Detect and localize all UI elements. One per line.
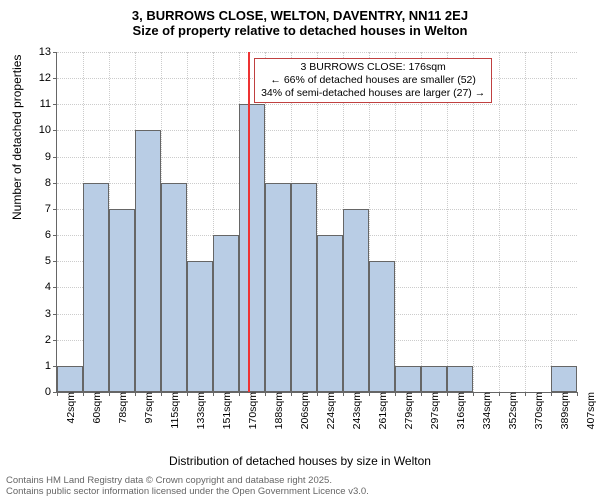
x-tick-label: 170sqm (243, 392, 259, 429)
histogram-bar (109, 209, 135, 392)
x-tick-mark (525, 392, 526, 396)
chart-container: 3, BURROWS CLOSE, WELTON, DAVENTRY, NN11… (0, 0, 600, 500)
histogram-bar (369, 261, 395, 392)
histogram-bar (317, 235, 343, 392)
x-tick-mark (213, 392, 214, 396)
histogram-bar (57, 366, 83, 392)
x-tick-label: 97sqm (139, 392, 155, 424)
y-tick-label: 11 (23, 98, 57, 110)
x-tick-mark (421, 392, 422, 396)
x-tick-label: 224sqm (321, 392, 337, 429)
x-tick-label: 243sqm (347, 392, 363, 429)
x-tick-mark (473, 392, 474, 396)
x-tick-mark (395, 392, 396, 396)
y-tick-label: 12 (23, 72, 57, 84)
x-tick-mark (291, 392, 292, 396)
x-tick-mark (187, 392, 188, 396)
histogram-bar (551, 366, 577, 392)
x-tick-label: 60sqm (87, 392, 103, 424)
property-marker-line (248, 52, 250, 392)
y-axis-label: Number of detached properties (10, 55, 24, 220)
y-tick-label: 3 (23, 308, 57, 320)
y-tick-label: 9 (23, 151, 57, 163)
histogram-bar (239, 104, 265, 392)
chart-title-sub: Size of property relative to detached ho… (0, 23, 600, 42)
annotation-line3: 34% of semi-detached houses are larger (… (261, 87, 485, 100)
annotation-line1: 3 BURROWS CLOSE: 176sqm (261, 61, 485, 74)
y-tick-label: 13 (23, 46, 57, 58)
y-tick-label: 6 (23, 229, 57, 241)
x-tick-label: 407sqm (581, 392, 597, 429)
y-tick-label: 0 (23, 386, 57, 398)
histogram-bar (343, 209, 369, 392)
histogram-bar (447, 366, 473, 392)
x-tick-label: 206sqm (295, 392, 311, 429)
x-tick-label: 42sqm (61, 392, 77, 424)
x-tick-mark (239, 392, 240, 396)
x-axis-label: Distribution of detached houses by size … (0, 454, 600, 468)
x-tick-mark (57, 392, 58, 396)
x-tick-label: 316sqm (451, 392, 467, 429)
x-tick-label: 334sqm (477, 392, 493, 429)
grid-line-vertical (551, 52, 552, 392)
x-tick-mark (551, 392, 552, 396)
histogram-bar (265, 183, 291, 392)
x-tick-label: 188sqm (269, 392, 285, 429)
x-tick-mark (161, 392, 162, 396)
x-tick-label: 133sqm (191, 392, 207, 429)
x-tick-label: 261sqm (373, 392, 389, 429)
histogram-bar (395, 366, 421, 392)
x-tick-mark (83, 392, 84, 396)
footer-line2: Contains public sector information licen… (6, 487, 369, 498)
x-tick-mark (343, 392, 344, 396)
x-tick-mark (369, 392, 370, 396)
y-tick-label: 2 (23, 334, 57, 346)
x-tick-mark (109, 392, 110, 396)
y-tick-label: 4 (23, 281, 57, 293)
histogram-bar (161, 183, 187, 392)
x-tick-label: 370sqm (529, 392, 545, 429)
x-tick-label: 389sqm (555, 392, 571, 429)
footer-attribution: Contains HM Land Registry data © Crown c… (6, 476, 369, 498)
histogram-bar (213, 235, 239, 392)
annotation-line2: ← 66% of detached houses are smaller (52… (261, 74, 485, 87)
x-tick-label: 279sqm (399, 392, 415, 429)
grid-line-vertical (525, 52, 526, 392)
histogram-bar (187, 261, 213, 392)
plot-area: 01234567891011121342sqm60sqm78sqm97sqm11… (56, 52, 577, 393)
x-tick-label: 151sqm (217, 392, 233, 429)
histogram-bar (291, 183, 317, 392)
chart-title-main: 3, BURROWS CLOSE, WELTON, DAVENTRY, NN11… (0, 0, 600, 23)
histogram-bar (83, 183, 109, 392)
histogram-bar (421, 366, 447, 392)
x-tick-label: 352sqm (503, 392, 519, 429)
histogram-bar (135, 130, 161, 392)
x-tick-label: 78sqm (113, 392, 129, 424)
annotation-box: 3 BURROWS CLOSE: 176sqm← 66% of detached… (254, 58, 492, 103)
x-tick-label: 297sqm (425, 392, 441, 429)
grid-line-vertical (499, 52, 500, 392)
x-tick-mark (135, 392, 136, 396)
x-tick-mark (499, 392, 500, 396)
x-tick-mark (317, 392, 318, 396)
x-tick-mark (447, 392, 448, 396)
y-tick-label: 10 (23, 124, 57, 136)
y-tick-label: 8 (23, 177, 57, 189)
y-tick-label: 7 (23, 203, 57, 215)
x-tick-mark (265, 392, 266, 396)
x-tick-label: 115sqm (165, 392, 181, 429)
x-tick-mark (577, 392, 578, 396)
y-tick-label: 5 (23, 255, 57, 267)
y-tick-label: 1 (23, 360, 57, 372)
